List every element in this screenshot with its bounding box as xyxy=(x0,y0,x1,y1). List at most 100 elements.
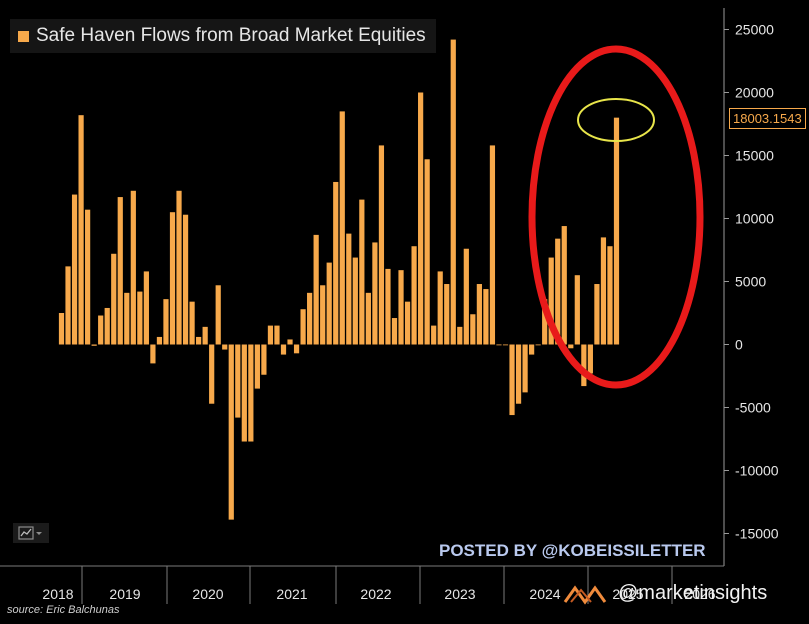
bar xyxy=(365,292,371,345)
x-year-label: 2022 xyxy=(360,586,391,602)
bar xyxy=(137,291,143,345)
bar xyxy=(150,344,156,364)
bar xyxy=(241,344,247,442)
bar xyxy=(58,313,65,345)
bar xyxy=(215,285,221,345)
bar xyxy=(196,336,202,345)
bar xyxy=(470,314,476,345)
y-tick-label: 20000 xyxy=(735,85,774,101)
bar xyxy=(489,145,496,345)
last-value-tag: 18003.1543 xyxy=(729,108,806,129)
y-tick-label: -5000 xyxy=(735,400,771,416)
bar xyxy=(346,233,352,345)
bar xyxy=(450,39,456,345)
bar xyxy=(437,271,443,345)
y-tick-label: -10000 xyxy=(735,463,779,479)
x-year-label: 2021 xyxy=(276,586,307,602)
bar xyxy=(359,199,365,345)
bar xyxy=(293,344,300,354)
bar xyxy=(587,344,593,374)
watermark-text: @marketinsights xyxy=(618,581,768,604)
x-year-label: 2025 xyxy=(612,586,643,602)
bar xyxy=(404,301,411,345)
y-tick-label: -15000 xyxy=(735,526,779,542)
bar xyxy=(235,344,241,418)
bar xyxy=(457,326,463,345)
bar xyxy=(391,318,398,345)
chart-title: Safe Haven Flows from Broad Market Equit… xyxy=(36,25,426,46)
market-insights-logo-icon xyxy=(563,585,607,605)
bar xyxy=(600,237,607,345)
bar xyxy=(613,117,620,345)
bar xyxy=(320,285,326,345)
line-chart-icon xyxy=(18,526,42,540)
bar xyxy=(117,197,123,345)
bar xyxy=(535,344,541,346)
x-year-label: 2019 xyxy=(109,586,140,602)
chart-type-toggle[interactable] xyxy=(13,523,49,543)
bar xyxy=(502,344,509,346)
bar xyxy=(222,344,228,350)
bar xyxy=(522,344,528,393)
bar xyxy=(548,257,554,345)
bar xyxy=(182,214,189,345)
bar xyxy=(333,181,339,345)
bar xyxy=(424,159,430,345)
chart-legend: Safe Haven Flows from Broad Market Equit… xyxy=(10,19,436,53)
bar xyxy=(339,111,345,345)
highlight-oval-red xyxy=(528,45,704,389)
bar xyxy=(280,344,287,355)
source-label: source: Eric Balchunas xyxy=(7,604,120,616)
legend-swatch xyxy=(18,30,29,42)
bar xyxy=(78,115,84,345)
bar xyxy=(313,234,319,345)
bar xyxy=(574,275,580,345)
bar xyxy=(189,301,195,345)
highlight-oval-yellow xyxy=(577,98,655,142)
bar xyxy=(111,253,117,345)
x-year-label: 2020 xyxy=(192,586,223,602)
bar xyxy=(130,190,136,345)
bar xyxy=(378,145,385,345)
watermark: @marketinsights xyxy=(563,578,767,608)
y-tick-label: 0 xyxy=(735,337,743,353)
x-year-label: 2024 xyxy=(529,586,560,602)
bar xyxy=(483,289,489,345)
bar xyxy=(124,292,130,345)
bar xyxy=(542,299,548,345)
bar xyxy=(143,271,149,345)
y-tick-label: 5000 xyxy=(735,274,766,290)
bar xyxy=(261,344,267,375)
bar xyxy=(209,344,215,404)
bar xyxy=(352,257,358,345)
chevron-down-icon xyxy=(36,532,42,535)
bar xyxy=(476,284,482,345)
bar xyxy=(254,344,260,389)
bar xyxy=(326,262,332,345)
bar xyxy=(176,190,182,345)
bar xyxy=(555,238,561,345)
bar xyxy=(411,246,417,345)
x-year-label: 2018 xyxy=(42,586,73,602)
bar xyxy=(71,194,78,345)
bar xyxy=(274,325,280,345)
bar xyxy=(529,344,535,355)
bar xyxy=(444,284,450,345)
x-year-label: 2026 xyxy=(684,586,715,602)
bar xyxy=(300,309,306,345)
bar xyxy=(287,339,293,345)
bar xyxy=(169,212,176,345)
bar xyxy=(91,344,97,346)
bar xyxy=(267,325,274,345)
y-tick-label: 15000 xyxy=(735,148,774,164)
y-tick-label: 10000 xyxy=(735,211,774,227)
bar xyxy=(228,344,234,520)
bar xyxy=(104,307,110,345)
bar xyxy=(496,344,502,346)
bar xyxy=(568,344,574,349)
bar xyxy=(463,248,469,345)
bar xyxy=(202,326,208,345)
bar xyxy=(398,270,404,345)
bar xyxy=(418,92,424,345)
